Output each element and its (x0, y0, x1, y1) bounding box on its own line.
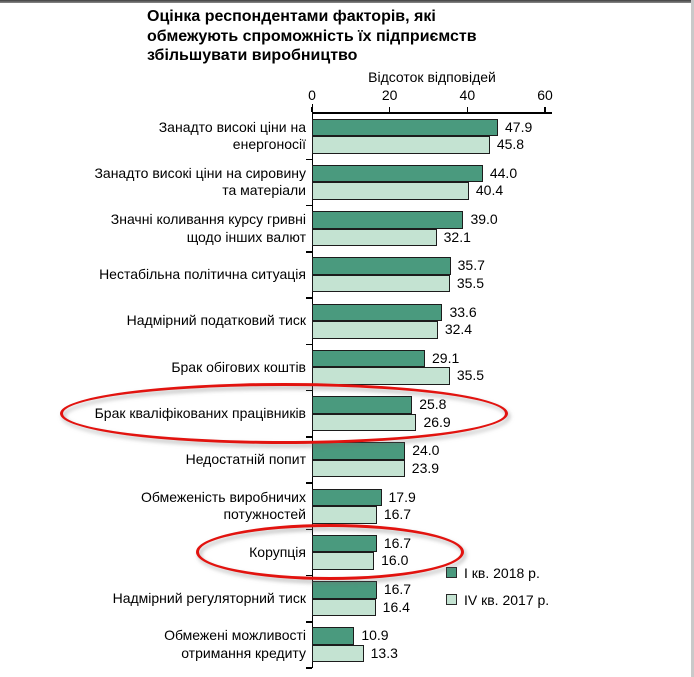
chart-title-line-3: збільшувати виробництво (147, 47, 358, 64)
chart-title-line-1: Оцінка респондентами факторів, які (147, 8, 436, 25)
bar-series-2017 (312, 367, 450, 385)
bar-series-2017 (312, 506, 377, 524)
x-axis-tick-mark (466, 107, 469, 112)
bar-value-label: 35.7 (457, 257, 485, 274)
category-label: Обмежені можливості отримання кредиту (28, 622, 306, 668)
category-label: Брак обігових коштів (28, 344, 306, 390)
chart-title-line-2: обмежують спроможність їх підприємств (147, 27, 477, 45)
y-axis-category-tick (306, 482, 312, 484)
x-axis-tick-label: 20 (381, 87, 398, 103)
bar-series-2018 (312, 627, 355, 645)
category-label-line: Нестабільна політична ситуація (99, 266, 306, 282)
bar-series-2017 (312, 321, 438, 339)
bar-series-2017 (312, 274, 450, 293)
x-axis-tick-label: 40 (459, 87, 476, 103)
category-label: Надмірний регуляторний тиск (28, 576, 306, 622)
bar-value-label: 29.1 (432, 349, 460, 366)
x-axis-tick-label: 0 (308, 87, 316, 103)
legend-item-2017: IV кв. 2017 р. (446, 586, 549, 613)
category-label-line: енергоносії (232, 136, 306, 152)
legend-swatch-2017 (446, 594, 457, 605)
category-label: Обмеженість виробничих потужностей (28, 483, 306, 529)
x-axis-line (312, 112, 552, 114)
category-label-line: Брак обігових коштів (171, 358, 306, 375)
bar-series-2018 (312, 581, 377, 599)
bar-value-label: 17.9 (388, 488, 416, 505)
category-label: Значні коливання курсу гривні щодо інших … (28, 206, 306, 252)
y-axis-category-tick (306, 667, 312, 669)
y-axis-category-tick (306, 158, 312, 160)
bar-series-2018 (312, 442, 406, 460)
category-label-line: та матеріали (222, 182, 306, 199)
category-label: Занадто високі ціни на сировину та матері… (28, 159, 306, 205)
category-label: Нестабільна політична ситуація (28, 252, 306, 298)
category-label-line: Надмірний податковий тиск (126, 312, 306, 329)
bar-series-2018 (312, 488, 382, 506)
bar-value-label: 16.4 (382, 598, 410, 615)
bar-value-label: 24.0 (412, 442, 440, 459)
x-axis-tick-mark (311, 107, 313, 112)
bar-value-label: 45.8 (496, 136, 525, 152)
bar-series-2017 (312, 136, 490, 154)
x-axis-tick-label: 60 (537, 87, 553, 103)
bar-value-label: 32.1 (443, 228, 471, 245)
legend-swatch-2018 (446, 567, 457, 578)
legend: І кв. 2018 р. IV кв. 2017 р. (446, 559, 549, 613)
y-axis-category-tick (306, 343, 312, 345)
legend-label-2018: І кв. 2018 р. (464, 564, 540, 581)
x-axis-tick-mark (544, 107, 546, 112)
highlight-ellipse-skilled-workers (60, 383, 508, 444)
bar-series-2017 (312, 598, 376, 616)
category-label-line: Обмежені можливості (164, 627, 306, 644)
legend-item-2018: І кв. 2018 р. (446, 559, 549, 586)
chart-title: Оцінка респондентами факторів, які обмеж… (147, 7, 567, 66)
page-top-rule (0, 0, 694, 3)
highlight-ellipse-corruption (196, 524, 464, 580)
bar-series-2018 (312, 303, 443, 321)
bar-series-2018 (312, 257, 451, 275)
bar-value-label: 39.0 (470, 211, 498, 227)
category-label-line: Надмірний регуляторний тиск (112, 589, 306, 606)
category-label-line: отримання кредиту (181, 644, 306, 661)
category-label-line: Недостатній попит (185, 451, 306, 467)
y-axis-category-tick (306, 251, 312, 253)
category-label: Надмірний податковий тиск (28, 298, 306, 344)
page-right-rule (691, 0, 694, 677)
bar-series-2018 (312, 164, 483, 183)
bar-value-label: 47.9 (505, 118, 533, 135)
category-label-line: Значні коливання курсу гривні (110, 211, 306, 227)
category-label: Занадто високі ціни на енергоносії (28, 113, 306, 159)
bar-series-2018 (312, 211, 464, 229)
category-label-line: Обмеженість виробничих (141, 488, 306, 505)
bar-value-label: 33.6 (449, 303, 477, 320)
category-label: Недостатній попит (28, 437, 306, 483)
y-axis-category-tick (306, 297, 312, 299)
bar-series-2017 (312, 228, 437, 246)
y-axis-category-tick (306, 204, 312, 207)
bar-value-label: 35.5 (456, 274, 485, 291)
bar-series-2017 (312, 182, 469, 200)
y-axis-category-tick (306, 621, 312, 623)
category-label-line: Занадто високі ціни на (158, 118, 306, 135)
bar-series-2017 (312, 644, 364, 663)
bar-series-2018 (312, 118, 498, 136)
bar-value-label: 23.9 (411, 459, 440, 476)
category-label-line: Занадто високі ціни на сировину (94, 164, 306, 181)
bar-value-label: 16.7 (383, 506, 412, 522)
category-label-line: потужностей (223, 506, 306, 522)
bar-value-label: 13.3 (370, 644, 398, 661)
legend-label-2017: IV кв. 2017 р. (464, 591, 550, 608)
bar-series-2018 (312, 349, 425, 368)
category-label-line: щодо інших валют (186, 228, 306, 245)
bar-value-label: 44.0 (489, 164, 518, 181)
bar-value-label: 35.5 (456, 367, 485, 384)
bar-value-label: 10.9 (361, 627, 389, 644)
bar-value-label: 40.4 (475, 182, 504, 199)
bar-value-label: 16.7 (383, 581, 412, 597)
x-axis-tick-mark (388, 107, 391, 112)
bar-series-2017 (312, 459, 405, 478)
x-axis-title: Відсоток відповідей (368, 69, 496, 85)
bar-value-label: 32.4 (444, 321, 473, 337)
